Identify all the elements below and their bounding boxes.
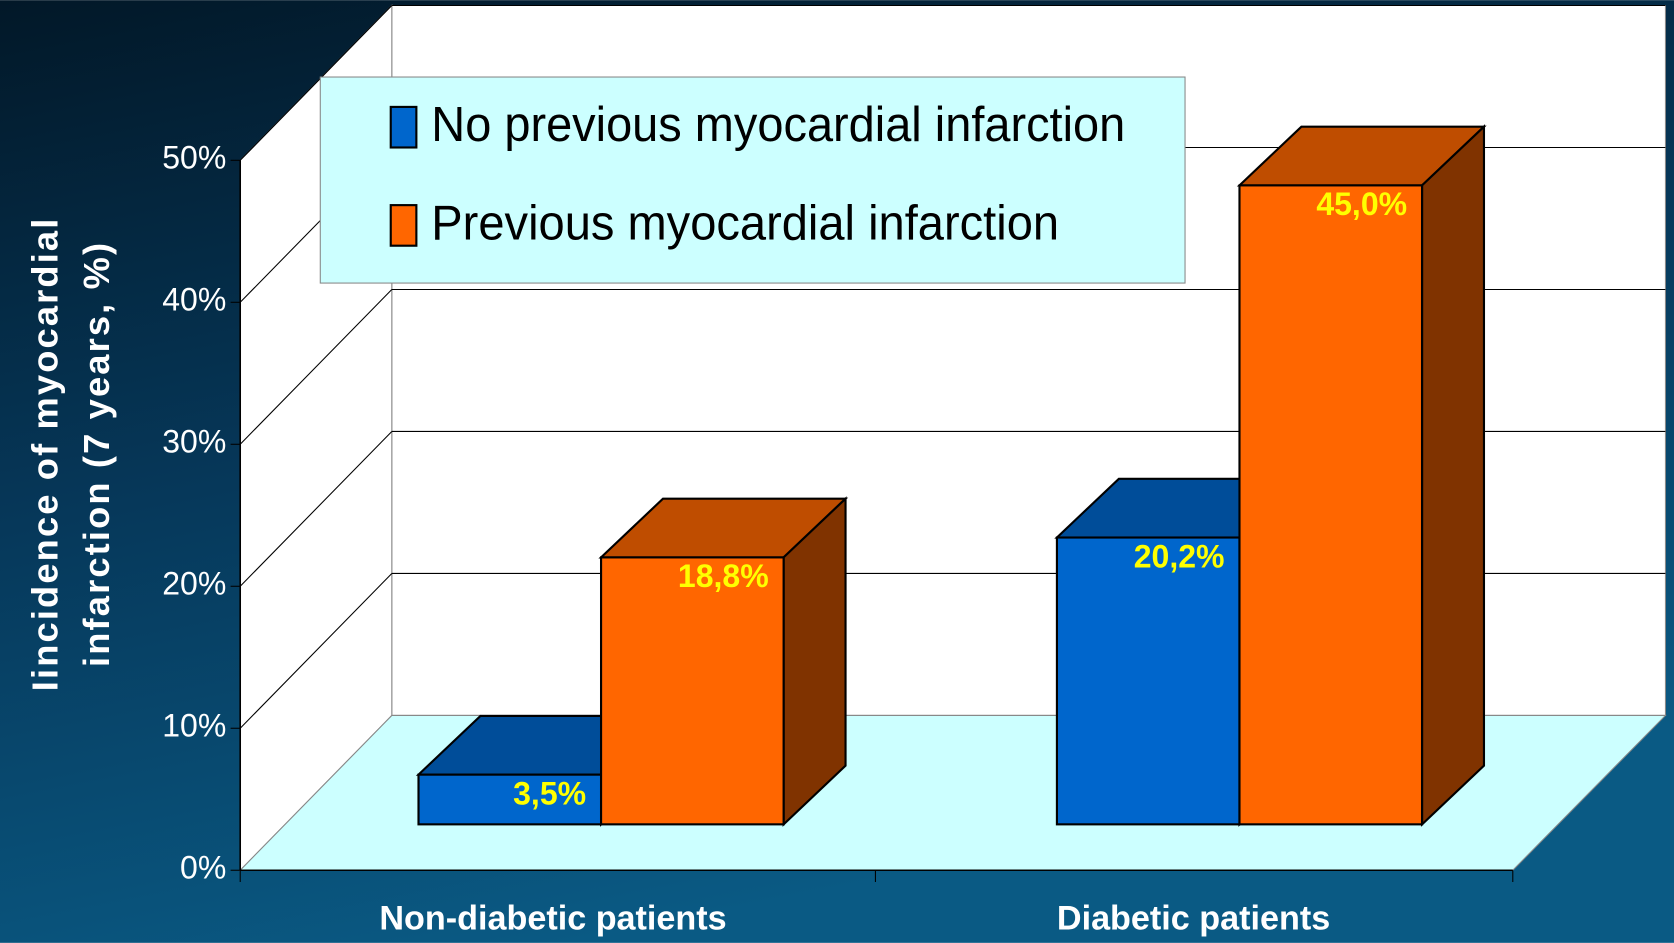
grid-line <box>239 5 393 161</box>
y-tick-label: 10% <box>162 708 226 744</box>
bar-side <box>782 496 847 827</box>
y-tick-label: 20% <box>162 566 226 602</box>
grid-line <box>239 573 393 729</box>
legend: No previous myocardial infarction Previou… <box>319 76 1186 284</box>
y-tick-label: 0% <box>180 850 226 886</box>
bars <box>415 124 1487 827</box>
grid-line <box>239 289 393 445</box>
bar <box>417 773 603 826</box>
value-label: 20,2% <box>1134 538 1225 574</box>
legend-label: No previous myocardial infarction <box>431 98 1125 152</box>
bar <box>599 556 785 826</box>
y-axis-title: Iincidence of myocardial infarction (7 y… <box>25 217 117 692</box>
legend-swatch <box>389 204 418 247</box>
y-axis-title-line: infarction (7 years, %) <box>76 241 117 667</box>
grid-line <box>239 431 393 587</box>
y-axis-title-line: Iincidence of myocardial <box>25 217 66 692</box>
bar-side <box>1420 124 1486 827</box>
value-label: 18,8% <box>678 558 769 594</box>
legend-box <box>319 76 1186 284</box>
value-label: 45,0% <box>1316 186 1407 222</box>
y-tick-label: 40% <box>162 282 226 318</box>
y-tick-label: 30% <box>162 424 226 460</box>
legend-label: Previous myocardial infarction <box>431 196 1059 250</box>
x-tick-label: Diabetic patients <box>1057 899 1330 937</box>
value-label: 3,5% <box>513 775 586 811</box>
x-tick-label: Non-diabetic patients <box>379 899 726 937</box>
bar <box>1238 184 1424 826</box>
bar <box>1055 536 1241 826</box>
y-tick-label: 50% <box>162 140 226 176</box>
legend-swatch <box>389 105 418 149</box>
